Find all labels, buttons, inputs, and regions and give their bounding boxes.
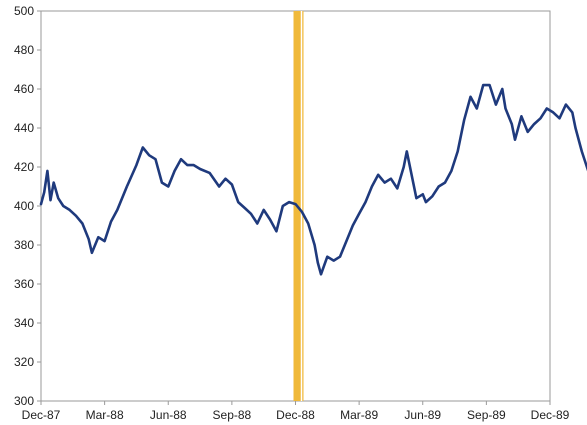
- y-axis-ticks: 300 320 340 360 380 400 420 440 460 480 500: [14, 4, 41, 408]
- x-tick-label: Mar-89: [340, 408, 378, 422]
- y-tick-label: 440: [14, 121, 34, 135]
- y-tick-label: 480: [14, 43, 34, 57]
- x-tick-label: Dec-88: [276, 408, 315, 422]
- y-tick-label: 460: [14, 82, 34, 96]
- x-tick-label: Sep-88: [213, 408, 252, 422]
- y-tick-label: 300: [14, 394, 34, 408]
- x-tick-label: Jun-89: [404, 408, 441, 422]
- y-tick-label: 420: [14, 160, 34, 174]
- y-tick-label: 360: [14, 277, 34, 291]
- series-group: [39, 83, 587, 276]
- y-tick-label: 400: [14, 199, 34, 213]
- series-line-0: [39, 83, 587, 276]
- x-tick-label: Jun-88: [150, 408, 187, 422]
- y-tick-label: 380: [14, 238, 34, 252]
- y-tick-label: 500: [14, 4, 34, 18]
- y-tick-label: 320: [14, 355, 34, 369]
- x-tick-label: Mar-88: [86, 408, 124, 422]
- x-tick-label: Dec-87: [22, 408, 61, 422]
- y-tick-label: 340: [14, 316, 34, 330]
- x-tick-label: Sep-89: [467, 408, 506, 422]
- x-tick-label: Dec-89: [531, 408, 570, 422]
- x-axis-ticks: Dec-87 Mar-88 Jun-88 Sep-88 Dec-88 Mar-89 Jun-…: [22, 401, 570, 422]
